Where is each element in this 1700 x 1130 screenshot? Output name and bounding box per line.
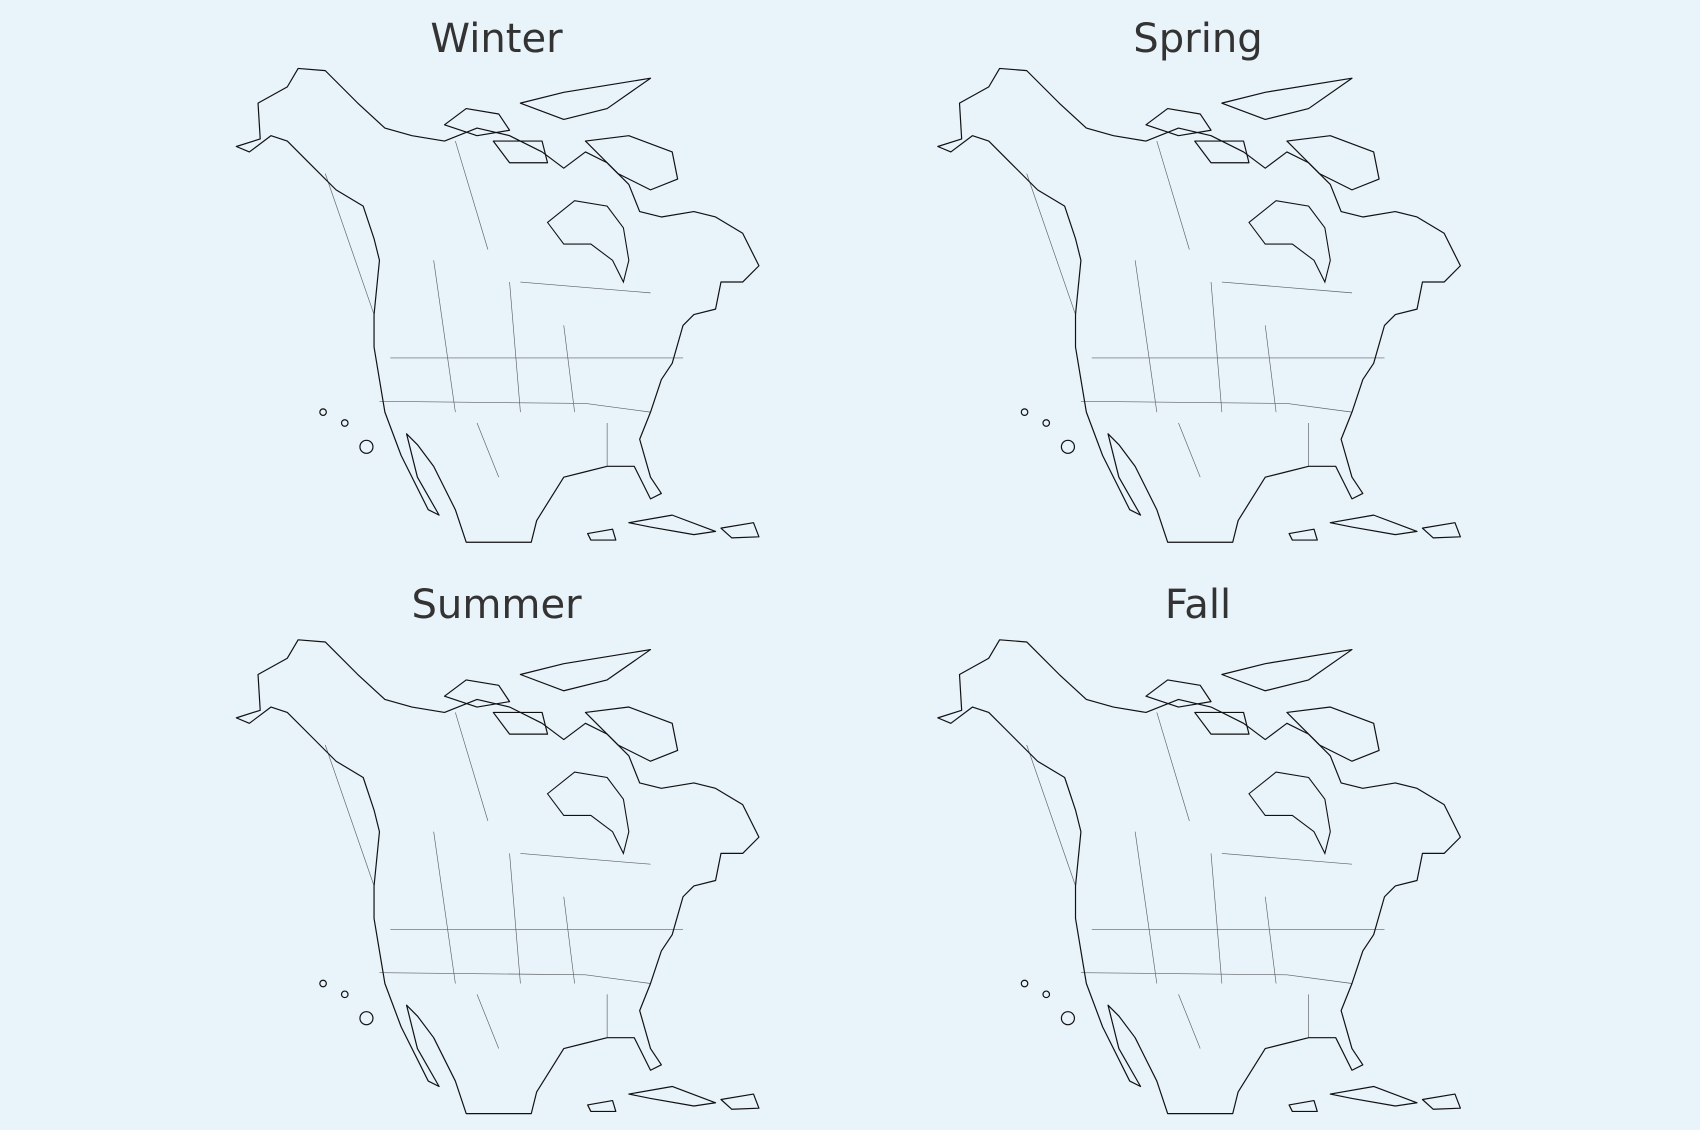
map-title: Spring (1133, 16, 1262, 62)
summer-map (235, 639, 760, 1115)
winter-map (235, 67, 760, 543)
fall-map (937, 639, 1461, 1115)
map-title: Fall (1165, 582, 1231, 628)
map-title: Summer (411, 582, 582, 628)
map-title: Winter (430, 16, 563, 62)
spring-map (937, 67, 1461, 543)
